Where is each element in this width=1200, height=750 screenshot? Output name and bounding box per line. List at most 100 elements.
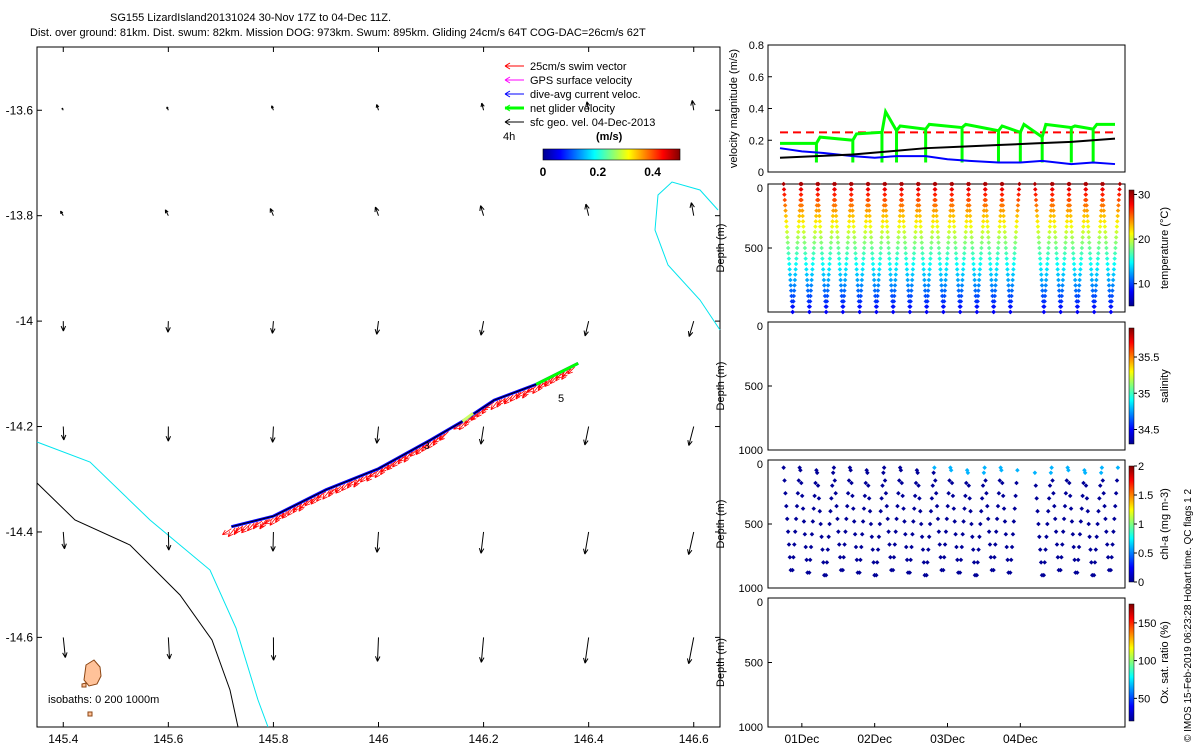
temperature-point [842,288,847,293]
temperature-point [787,272,793,277]
temperature-point [976,288,981,293]
salinity-colorbar-tick-label: 34.5 [1138,425,1159,437]
chlorophyll-point [1101,491,1106,496]
temperature-point [875,288,881,293]
chlorophyll-point [840,567,846,573]
temperature-point [826,267,832,272]
oxygen-panel: 0 500 1000 Depth (m) 50 100 150 Ox. sat. ratio … [715,597,1171,746]
oxygen-colorbar-tick-label: 100 [1138,656,1156,668]
chlorophyll-point [876,534,882,540]
temperature-point [888,272,893,277]
chlorophyll-point [936,529,942,534]
chlorophyll-point [987,542,993,547]
map-x-tick-label: 146.6 [679,732,709,746]
chlorophyll-point [977,534,982,540]
legend-arrowhead [504,90,511,98]
temperature-point [877,267,882,272]
temperature-point [907,309,913,315]
isobath-0-line [36,482,239,728]
temperature-point [874,309,879,315]
chlorophyll-point [1086,521,1091,527]
temperature-point [857,309,862,315]
map-isobaths-label: isobaths: 0 200 1000m [48,694,159,706]
legend-arrowhead [504,104,511,112]
chart-title-line1: SG155 LizardIsland20131024 30-Nov 17Z to… [110,12,392,24]
chlorophyll-point [933,478,938,483]
temperature-point [922,283,928,288]
temperature-colorbar-tick-label: 10 [1138,279,1150,291]
chlorophyll-point [866,496,872,501]
chlorophyll-point [799,493,805,499]
temperature-point [871,267,876,272]
chlorophyll-point [927,521,933,527]
map-panel: 145.4 145.6 145.8 146 146.2 146.4 146.6 -13.6 -1… [6,46,721,746]
map-y-tick-label: -14.2 [6,420,34,434]
chlorophyll-point [826,534,831,540]
temperature-point [1076,288,1082,293]
temperature-point [1104,256,1110,261]
temperature-colorbar-tick-label: 30 [1138,189,1150,201]
geo-velocity-arrow [690,100,696,111]
temperature-point [1075,304,1081,309]
geo-velocity-arrow [60,321,67,332]
geo-velocity-arrow [585,101,591,111]
temperature-y-tick-label: 0 [757,183,763,195]
time-x-tick-label: 04Dec [1003,732,1038,746]
map-colorbar-tick-label: 0.4 [644,165,661,179]
temperature-point [939,288,945,293]
temperature-point [1039,272,1044,277]
temperature-point [787,261,792,267]
swim-vector-arrow [359,474,368,483]
chlorophyll-point [1051,491,1056,496]
swim-vector-arrow [439,431,449,441]
temperature-point [788,283,794,288]
temperature-point [809,277,814,283]
chlorophyll-point [792,529,798,534]
temperature-point [807,309,812,315]
temperature-point [958,299,964,304]
temperature-colorbar-label: temperature (°C) [1159,207,1171,289]
temperature-point [1073,288,1079,293]
chlorophyll-point [1034,496,1039,501]
salinity-y-tick-label: 500 [745,381,763,393]
temperature-point [888,277,894,283]
chlorophyll-point [970,547,976,552]
chlorophyll-point [849,480,854,486]
swim-vector-arrow [347,479,357,487]
chlorophyll-point [926,534,932,540]
chlorophyll-point [823,572,829,578]
geo-velocity-arrow [689,202,695,216]
chlorophyll-point [903,544,909,550]
chlorophyll-point [1060,542,1065,547]
temperature-point [994,272,999,277]
chlorophyll-point [961,519,966,524]
temperature-point [821,277,827,283]
temperature-point [989,288,995,293]
chlorophyll-point [1044,534,1049,540]
chlorophyll-point [1112,503,1118,509]
chlorophyll-point [1071,544,1076,550]
temperature-point [853,256,859,261]
map-colorbar [542,148,681,161]
geo-velocity-arrow [60,210,64,216]
temperature-point [855,288,861,293]
temperature-point [892,283,898,288]
geo-velocity-arrow [687,320,695,337]
chlorophyll-point [1067,493,1073,499]
salinity-y-tick-label: 0 [757,321,763,333]
glider-track-line [231,362,579,528]
chlorophyll-point [846,478,852,483]
chlorophyll-point [859,531,865,537]
chlorophyll-point [962,506,967,511]
chlorophyll-point [918,521,924,527]
chlorophyll-point [941,567,946,573]
swim-vector-arrow [259,519,267,530]
temperature-point [1088,256,1093,261]
chlorophyll-point [1088,547,1093,552]
chlorophyll-point [843,529,848,534]
chlorophyll-point [1045,521,1050,527]
temperature-point [944,256,950,261]
chlorophyll-point [1066,467,1071,473]
temperature-point [838,283,844,288]
chlorophyll-point [832,478,838,483]
